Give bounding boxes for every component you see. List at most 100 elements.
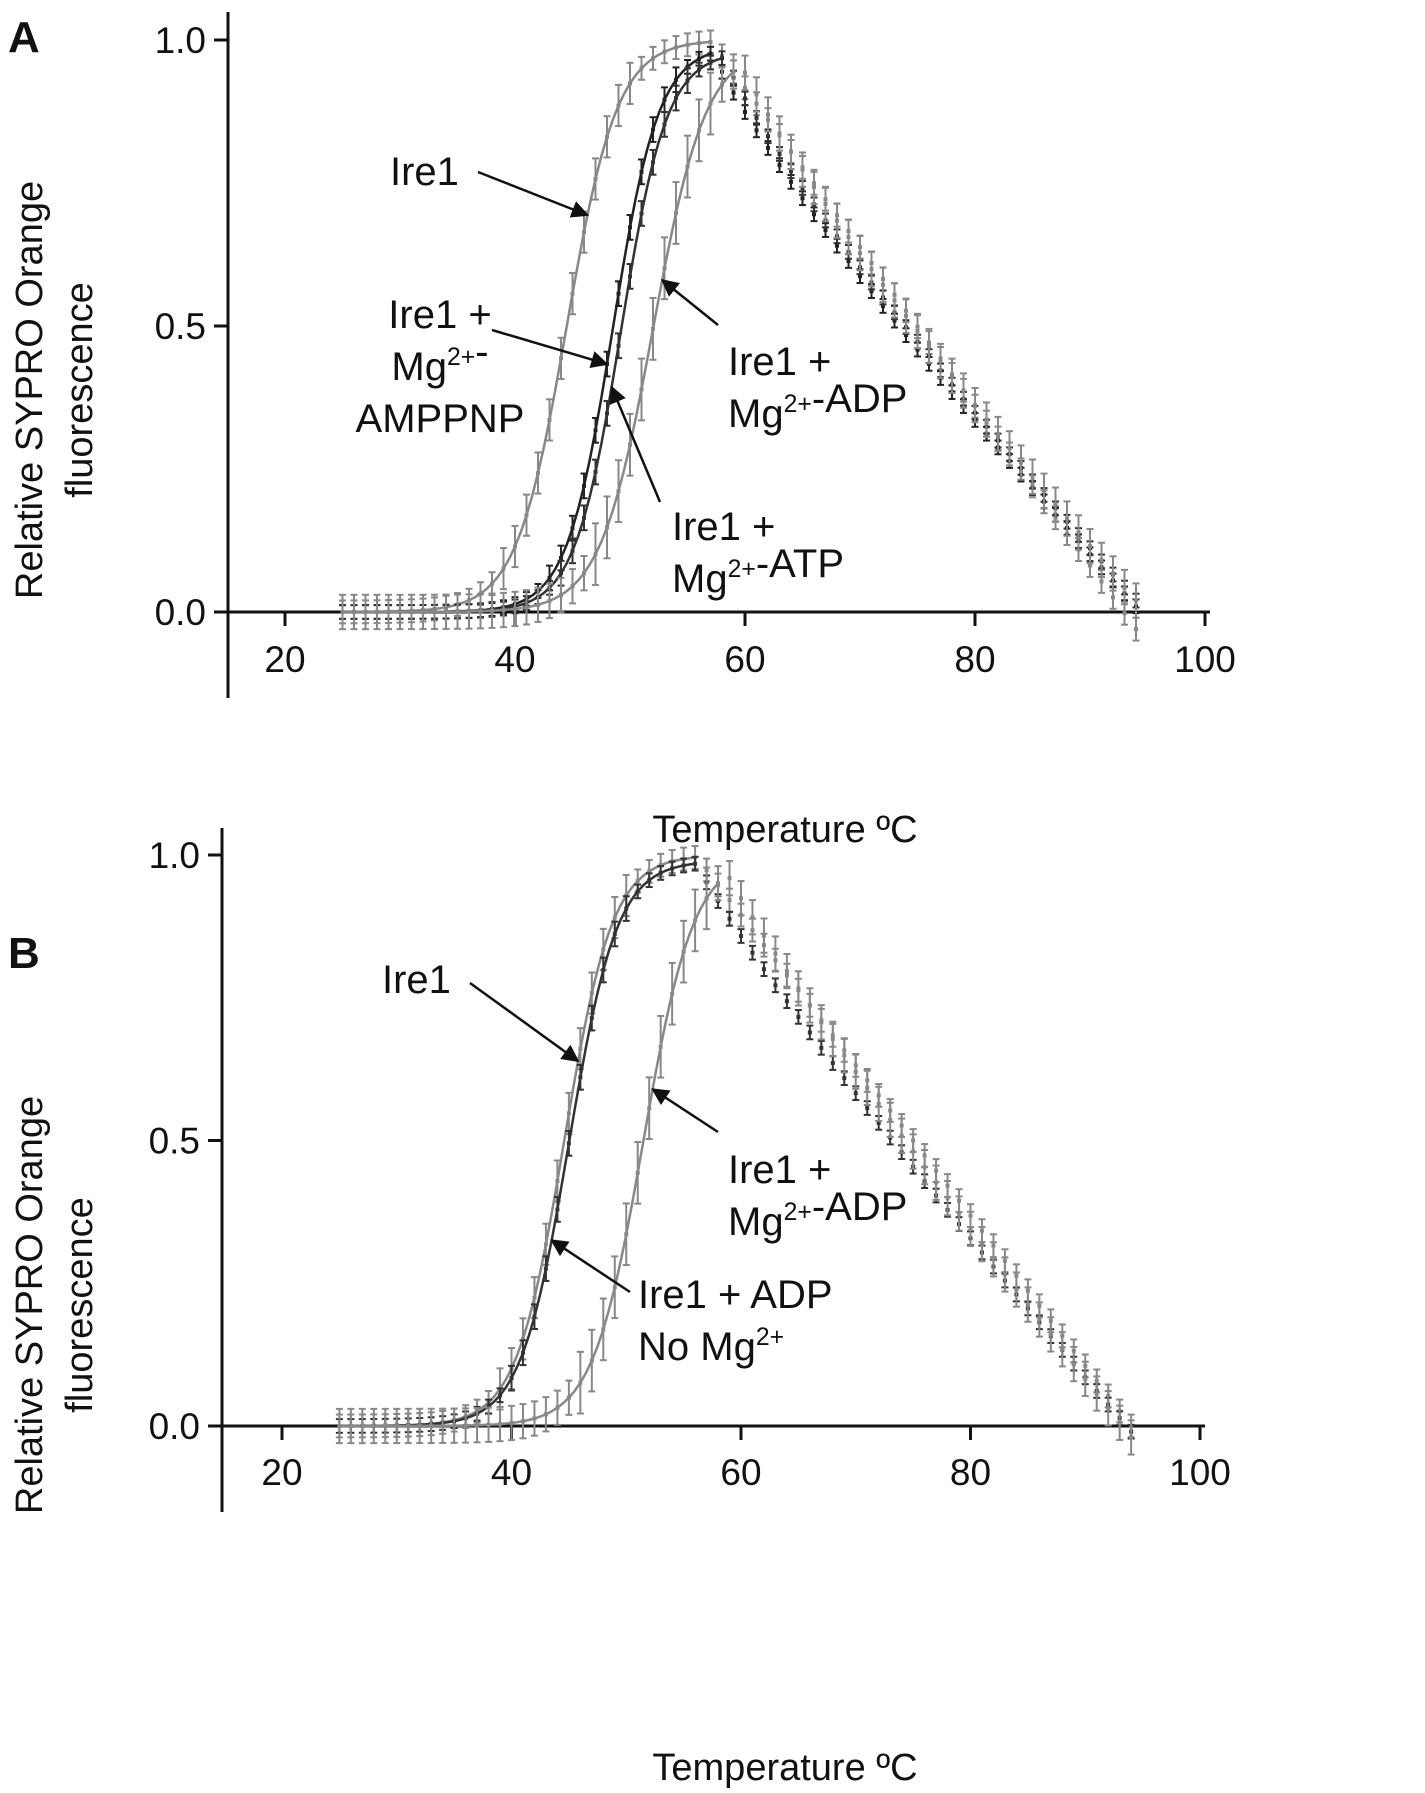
data-point <box>934 1180 939 1185</box>
data-point <box>406 1423 411 1428</box>
data-point <box>1048 1332 1053 1337</box>
data-point <box>731 90 736 95</box>
data-point <box>394 1423 399 1428</box>
annotation-text-ampp: Mg2+- <box>391 330 488 389</box>
annotation-text-ampp: AMPPNP <box>356 397 525 441</box>
data-point <box>697 67 701 72</box>
annotation-text-adp_nomg-superscript: 2+ <box>756 1324 784 1351</box>
annotation-text-adp-part: -ADP <box>812 377 908 421</box>
data-point <box>819 1045 824 1050</box>
data-point <box>915 347 920 352</box>
data-point <box>421 609 425 614</box>
data-point <box>693 861 698 866</box>
annotation-arrow-adp <box>660 279 719 326</box>
data-point <box>639 387 644 392</box>
annotation-text-atp: Mg2+-ATP <box>672 542 844 601</box>
data-point <box>1134 627 1138 632</box>
x-tick-label-60: 60 <box>720 1452 761 1493</box>
data-point <box>570 526 575 531</box>
data-point <box>582 515 586 520</box>
data-point <box>697 56 701 61</box>
data-point <box>835 218 839 223</box>
data-point <box>784 969 789 974</box>
panel-a-ylabel-line-1: Relative SYPRO Orange <box>9 181 51 599</box>
data-point <box>743 70 747 75</box>
data-point <box>501 566 506 571</box>
annotation-adp: Ire1 +Mg2+-ADP <box>660 279 908 436</box>
data-point <box>681 949 686 954</box>
data-point <box>697 128 701 133</box>
data-point <box>616 291 621 296</box>
x-tick-label-40: 40 <box>491 1452 532 1493</box>
data-point <box>578 1075 583 1080</box>
data-point <box>865 1085 870 1090</box>
data-point <box>800 196 805 201</box>
data-point <box>593 470 598 475</box>
data-point <box>1071 1362 1076 1367</box>
data-point <box>409 609 414 614</box>
data-point <box>697 41 701 46</box>
annotation-text-ampp-part: - <box>475 330 488 374</box>
data-point <box>532 1416 537 1421</box>
data-point <box>876 1101 881 1106</box>
data-point <box>524 605 529 610</box>
data-point <box>1002 1272 1007 1277</box>
data-point <box>876 1120 881 1125</box>
y-tick-label-1.0: 1.0 <box>155 20 206 61</box>
data-point <box>498 1393 503 1398</box>
data-point <box>739 896 743 901</box>
annotation-text-atp-part: Mg <box>672 557 728 601</box>
data-point <box>766 145 770 150</box>
data-point <box>853 1091 858 1096</box>
data-point <box>685 164 690 169</box>
data-point <box>708 39 713 44</box>
data-point <box>578 1046 583 1051</box>
panel-b-ylabel-line-2: fluorescence <box>59 1197 101 1412</box>
data-point <box>543 1266 548 1271</box>
annotation-text-ampp: Ire1 + <box>388 293 491 337</box>
annotation-text-adp-superscript: 2+ <box>784 1199 812 1226</box>
annotation-ire1: Ire1 <box>390 150 590 218</box>
data-point <box>835 243 839 248</box>
data-point <box>777 163 782 168</box>
series-adp <box>339 53 1140 631</box>
data-point <box>915 328 920 333</box>
data-point <box>720 56 724 61</box>
annotation-text-adp_nomg-part: No Mg <box>638 1325 756 1369</box>
data-point <box>904 313 908 318</box>
data-point <box>647 878 652 883</box>
data-point <box>674 77 678 82</box>
annotation-text-adp-part: Mg <box>728 392 784 436</box>
data-point <box>651 160 655 165</box>
annotation-ire1: Ire1 <box>382 958 580 1063</box>
data-point <box>789 179 793 184</box>
y-tick-label-1.0: 1.0 <box>149 835 200 876</box>
data-point <box>846 258 851 263</box>
data-point <box>807 1003 812 1008</box>
annotation-arrow-adp_nomg <box>550 1239 631 1294</box>
data-point <box>360 1423 365 1428</box>
data-point <box>566 1395 571 1400</box>
annotation-text-ire1-part: Ire1 <box>390 150 459 194</box>
data-point <box>1122 585 1127 590</box>
data-point <box>892 298 897 303</box>
panel-a-letter: A <box>8 13 40 62</box>
panel-b-ylabel-line-1: Relative SYPRO Orange <box>9 1096 51 1514</box>
annotation-arrow-adp <box>651 1088 719 1134</box>
data-point <box>1099 579 1104 584</box>
data-point <box>708 51 713 56</box>
data-point <box>337 1423 342 1428</box>
data-point <box>383 1423 388 1428</box>
annotation-text-adp-part: Ire1 + <box>728 340 831 384</box>
data-point <box>979 1242 984 1247</box>
data-point <box>498 1422 503 1427</box>
data-point <box>996 432 1000 437</box>
data-point <box>547 598 552 603</box>
x-tick-label-100: 100 <box>1169 1452 1231 1493</box>
data-point <box>635 1170 640 1175</box>
data-point <box>524 513 529 518</box>
data-point <box>716 881 721 886</box>
annotation-text-adp_nomg: No Mg2+ <box>638 1324 784 1369</box>
data-point <box>796 986 801 991</box>
